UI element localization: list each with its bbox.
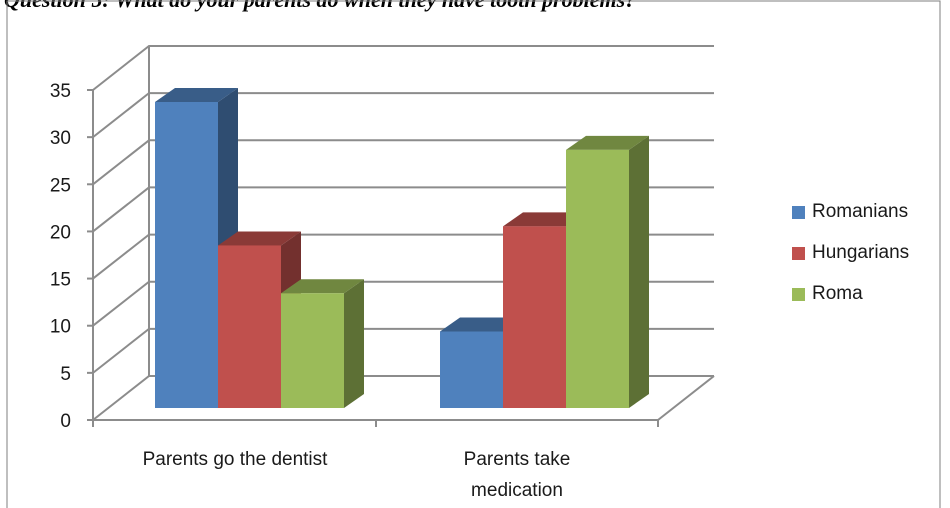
legend-swatch [792,287,805,301]
x-category-label: Parents go the dentist [143,449,329,470]
axes [87,89,715,427]
legend: Romanians Hungarians Roma [792,200,909,323]
y-tick-label: 10 [50,317,71,338]
legend-item-roma: Roma [792,282,909,306]
bar-roma-0 [281,279,364,408]
y-tick-label: 35 [50,81,71,102]
labels: 0 5 10 15 20 25 30 35 Parents go the dentist Pare… [50,81,570,501]
legend-item-hungarians: Hungarians [792,241,909,265]
y-tick-label: 20 [50,222,71,243]
floor-right-edge [657,375,715,421]
bar-roma-1 [566,135,649,408]
legend-swatch [792,246,805,260]
y-tick-label: 0 [60,411,71,432]
chart-caption: Question 5: What do your parents do when… [4,0,950,13]
legend-swatch [792,205,805,219]
gridline [92,45,714,91]
y-tick-label: 30 [50,128,71,149]
x-category-label: Parents take medication [464,449,571,501]
legend-label: Roma [812,283,863,304]
y-tick-label: 15 [50,270,71,291]
y-tick-label: 5 [60,364,71,385]
legend-item-romanians: Romanians [792,200,909,224]
chart-border [6,0,941,508]
legend-label: Romanians [812,201,909,222]
y-tick-label: 25 [50,175,71,196]
legend-label: Hungarians [812,242,910,263]
bars [155,88,649,408]
